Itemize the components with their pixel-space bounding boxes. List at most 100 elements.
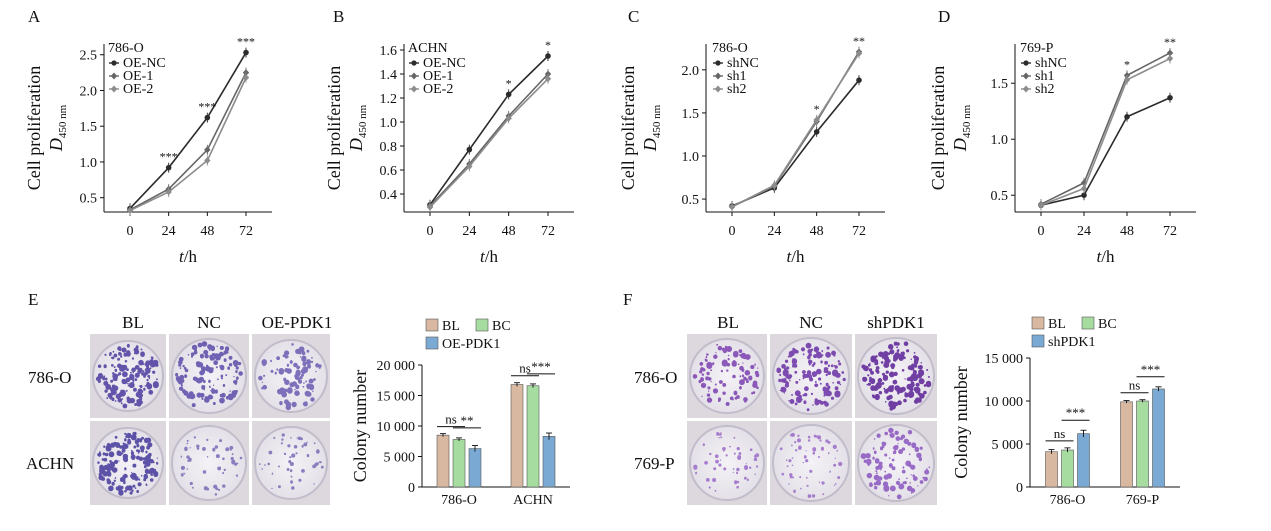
series-line: [1040, 97, 1171, 207]
x-axis-label: t/h: [179, 247, 197, 266]
series-bc: [1061, 399, 1149, 488]
legend-swatch: [1081, 316, 1095, 330]
colonies: [776, 342, 846, 412]
colony-photo-f-4: [687, 421, 767, 505]
data-point: [813, 129, 820, 135]
legend-label: BC: [492, 319, 511, 334]
chart-title: 769-P: [1020, 41, 1054, 56]
x-tick-label: 72: [541, 224, 555, 239]
series-line: [429, 78, 549, 208]
series-oe-2: [126, 72, 250, 216]
y-tick-label: 10 000: [985, 395, 1024, 410]
significance-label: **: [1164, 35, 1176, 49]
y-tick-label: 1.5: [991, 77, 1009, 92]
data-point: [165, 188, 172, 196]
x-tick-label: 24: [462, 224, 476, 239]
legend-swatch: [1031, 334, 1045, 348]
bar: [1120, 401, 1133, 488]
data-point: [466, 163, 473, 170]
significance-label: ***: [237, 35, 255, 49]
series-bc: [452, 383, 540, 488]
x-tick-label: 0: [427, 224, 434, 239]
series-shpdk1: [1077, 386, 1165, 488]
y-axis-label: Cell proliferation: [24, 66, 44, 190]
y-tick-label: 1.0: [682, 150, 700, 165]
significance-label: **: [853, 34, 865, 48]
legend-swatch: [425, 336, 439, 350]
data-point: [426, 203, 434, 211]
series-shnc: [1038, 92, 1173, 211]
y-axis-label: Cell proliferation: [928, 66, 948, 190]
x-tick-label: 24: [162, 224, 176, 239]
data-point: [242, 74, 250, 81]
data-point: [1037, 201, 1045, 209]
data-point: [1166, 49, 1174, 57]
bar: [1152, 388, 1165, 488]
y-axis-sublabel: D450 nm: [346, 104, 369, 152]
legend-label: OE-1: [123, 69, 153, 84]
panel-letter-b: B: [333, 7, 344, 26]
bar: [1077, 433, 1090, 488]
photo-f-col-bl: BL: [717, 313, 739, 332]
legend-label: sh1: [1035, 69, 1054, 84]
legend-label: OE-1: [423, 69, 453, 84]
data-point: [1123, 76, 1131, 84]
y-tick-label: 5 000: [992, 438, 1024, 453]
legend-marker: [410, 85, 418, 93]
series-oe-nc: [427, 51, 551, 210]
colony-photo-e-5: [169, 421, 249, 505]
charts-layer: 0.5 1.0 1.5 2.0 2.5 0 24 48 72 t/h Cell proliferat…: [24, 34, 1196, 508]
series-bl: [1045, 400, 1133, 488]
bar: [526, 385, 540, 488]
data-point: [204, 157, 211, 164]
x-axis-label: t/h: [480, 247, 498, 266]
y-tick-label: 2.0: [682, 64, 700, 79]
y-tick-label: 1.2: [380, 92, 398, 107]
legend-marker: [714, 72, 722, 80]
bar: [468, 448, 482, 488]
bar: [436, 434, 450, 488]
legend-marker: [1022, 85, 1030, 93]
y-tick-label: 1.0: [80, 156, 98, 171]
colony-photo-f-2: [770, 334, 852, 418]
photo-f-row-786-o: 786-O: [634, 368, 677, 387]
data-point: [242, 69, 250, 76]
colonies: [175, 341, 243, 408]
series-line: [129, 72, 247, 211]
colony-photo-e-4: [90, 421, 166, 505]
panel-letter-f: F: [623, 290, 632, 309]
culture-dish: [171, 425, 247, 501]
data-point: [771, 181, 778, 189]
bar: [1045, 451, 1058, 488]
data-point: [204, 114, 211, 121]
line-chart-b: 0.4 0.6 0.8 1.0 1.2 1.4 1.6 0 24 48 72 t/h Cell prol…: [324, 38, 574, 266]
bar: [1136, 400, 1149, 488]
data-point: [728, 203, 736, 211]
photo-e-col-oe-pdk1: OE-PDK1: [262, 313, 333, 332]
series-sh2: [1037, 53, 1174, 211]
x-axis-label: t/h: [1097, 247, 1115, 266]
significance-label: *: [506, 76, 512, 90]
significance-label: ns: [445, 412, 457, 427]
colony-photo-f-3: [855, 334, 937, 418]
legend-marker: [1022, 72, 1030, 80]
series-line: [731, 51, 860, 208]
data-point: [545, 53, 551, 59]
panel-letter-d: D: [938, 7, 950, 26]
x-tick-label: 0: [729, 224, 736, 239]
x-tick-label: 786-O: [441, 493, 477, 508]
colonies: [860, 427, 931, 500]
x-tick-label: 0: [127, 224, 134, 239]
legend-label: OE-NC: [423, 56, 466, 71]
colonies: [180, 436, 243, 496]
photo-f-col-nc: NC: [799, 313, 823, 332]
legend-swatch: [1031, 316, 1045, 330]
y-tick-label: 0: [408, 481, 415, 496]
y-tick-label: 0.5: [682, 193, 700, 208]
y-axis-sublabel: D450 nm: [640, 104, 663, 152]
photo-e-row-achn: ACHN: [26, 454, 74, 473]
y-tick-label: 1.0: [991, 133, 1009, 148]
legend-marker: [715, 60, 721, 66]
y-tick-label: 0.5: [991, 189, 1009, 204]
